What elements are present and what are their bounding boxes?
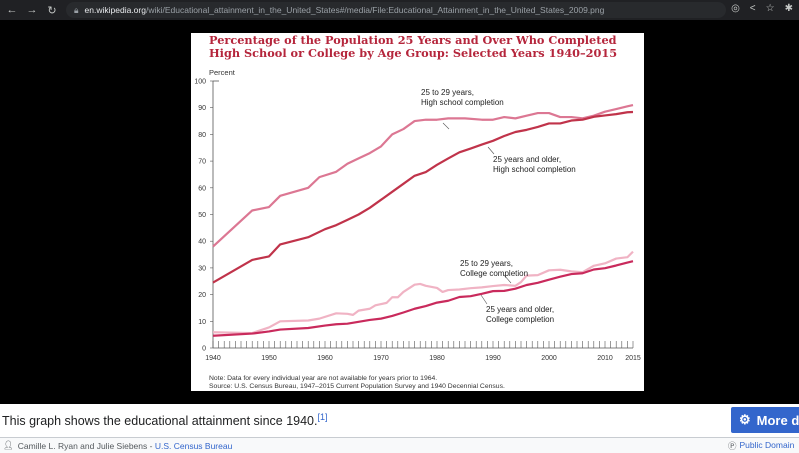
author-link[interactable]: U.S. Census Bureau	[154, 440, 233, 451]
x-tick-label: 2000	[541, 355, 557, 362]
commons-icon: ⚙	[739, 412, 751, 427]
reload-icon[interactable]: ↻	[47, 4, 57, 17]
y-tick-label: 50	[198, 212, 206, 219]
series-label-3-line1: 25 to 29 years,	[460, 259, 513, 268]
y-tick-label: 30	[198, 265, 206, 272]
back-icon[interactable]: ←	[6, 4, 18, 16]
label-leader	[480, 294, 488, 305]
y-tick-label: 80	[198, 132, 206, 139]
series-label-2-line2: High school completion	[493, 165, 576, 174]
series-label-1-line1: 25 to 29 years,	[421, 88, 474, 97]
chart-source: Source: U.S. Census Bureau, 1947–2015 Cu…	[209, 383, 505, 390]
series-label-4-line1: 25 years and older,	[486, 305, 554, 314]
x-tick-label: 2010	[597, 355, 613, 362]
y-tick-label: 0	[202, 346, 206, 353]
url-path: /wiki/Educational_attainment_in_the_Unit…	[145, 5, 605, 15]
forward-icon[interactable]: →	[26, 4, 38, 16]
more-details-label: More d	[756, 412, 799, 428]
author-text: Camille L. Ryan and Julie Siebens -	[17, 440, 153, 451]
y-tick-label: 100	[194, 79, 206, 86]
chart-image: Percentage of the Population 25 Years an…	[191, 33, 644, 391]
x-tick-label: 1980	[429, 355, 445, 362]
browser-toolbar: ← → ↻ ⌂ 🔒︎ en.wikipedia.org/wiki/Educati…	[0, 0, 799, 20]
extensions-icon[interactable]: ✱	[784, 3, 793, 14]
y-tick-label: 60	[198, 185, 206, 192]
attribution-footer: 👤︎ Camille L. Ryan and Julie Siebens - U…	[0, 437, 799, 453]
chart-title-line1: Percentage of the Population 25 Years an…	[209, 33, 617, 47]
user-icon: 👤︎	[3, 440, 14, 450]
y-tick-label: 70	[198, 159, 206, 166]
url-host: en.wikipedia.org	[84, 5, 146, 15]
public-domain-icon: Ⓟ	[728, 441, 737, 451]
y-tick-label: 40	[198, 239, 206, 246]
series-line-2	[212, 110, 634, 284]
license-link[interactable]: Public Domain	[739, 440, 795, 450]
series-label-2-line1: 25 years and older,	[493, 155, 561, 164]
y-axis-label: Percent	[209, 68, 236, 77]
label-leader	[487, 146, 495, 155]
share-icon[interactable]: <	[749, 3, 756, 14]
star-icon[interactable]: ☆	[765, 3, 775, 14]
chart-svg: Percentage of the Population 25 Years an…	[194, 33, 641, 390]
y-tick-label: 20	[198, 292, 206, 299]
series-label-3-line2: College completion	[460, 269, 528, 278]
x-tick-label: 2015	[625, 355, 641, 362]
x-tick-label: 1940	[205, 355, 221, 362]
lock-icon: 🔒︎	[74, 4, 79, 15]
x-tick-label: 1970	[373, 355, 389, 362]
y-tick-label: 90	[198, 105, 206, 112]
series-label-1-line2: High school completion	[421, 98, 504, 107]
caption-text: This graph shows the educational attainm…	[2, 414, 318, 429]
series-line-3	[212, 250, 634, 335]
y-tick-label: 10	[198, 319, 206, 326]
chart-title-line2: High School or College by Age Group: Sel…	[209, 46, 617, 60]
x-tick-label: 1950	[261, 355, 277, 362]
label-leader	[442, 122, 450, 130]
x-tick-label: 1960	[317, 355, 333, 362]
series-line-4	[212, 260, 634, 337]
reference-link[interactable]: [1]	[317, 412, 328, 422]
caption-bar: This graph shows the educational attainm…	[0, 404, 799, 437]
series-label-4-line2: College completion	[486, 315, 554, 324]
address-bar[interactable]: 🔒︎ en.wikipedia.org/wiki/Educational_att…	[66, 2, 726, 18]
eye-off-icon[interactable]: ◎	[731, 3, 740, 14]
x-tick-label: 1990	[485, 355, 501, 362]
media-viewer: Percentage of the Population 25 Years an…	[0, 20, 799, 404]
series-line-1	[212, 103, 634, 248]
more-details-button[interactable]: ⚙ More d	[731, 407, 799, 433]
chart-note: Note: Data for every individual year are…	[209, 375, 437, 382]
label-leader	[503, 274, 512, 284]
